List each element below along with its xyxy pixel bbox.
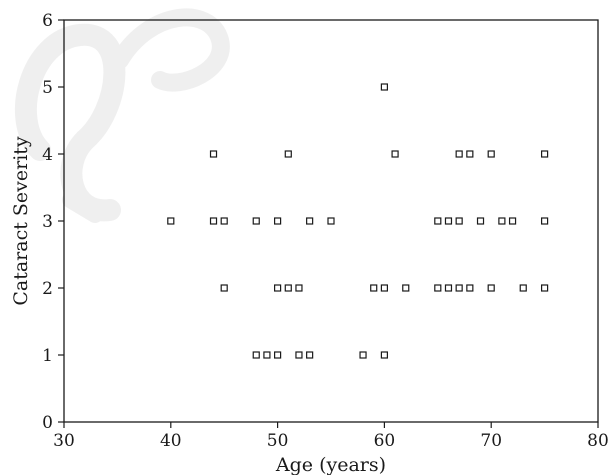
data-point bbox=[167, 217, 175, 225]
x-tick-label: 60 bbox=[374, 431, 396, 451]
data-point bbox=[306, 351, 314, 359]
x-axis-title: Age (years) bbox=[275, 454, 386, 475]
data-point bbox=[274, 284, 282, 292]
data-point bbox=[295, 284, 303, 292]
y-tick-label: 2 bbox=[42, 279, 53, 299]
data-point bbox=[380, 83, 388, 91]
y-axis-title: Cataract Severity bbox=[10, 136, 32, 306]
data-point bbox=[380, 351, 388, 359]
data-point bbox=[306, 217, 314, 225]
data-points bbox=[167, 83, 549, 359]
x-tick-label: 40 bbox=[160, 431, 182, 451]
data-point bbox=[455, 217, 463, 225]
data-point bbox=[274, 351, 282, 359]
data-point bbox=[476, 217, 485, 225]
data-point bbox=[466, 150, 474, 158]
data-point bbox=[508, 217, 517, 225]
data-point bbox=[370, 284, 378, 292]
data-point bbox=[487, 284, 495, 292]
data-point bbox=[434, 284, 442, 292]
data-point bbox=[498, 217, 506, 225]
data-point bbox=[444, 284, 453, 292]
data-point bbox=[540, 217, 549, 225]
x-tick-label: 30 bbox=[53, 431, 75, 451]
data-point bbox=[209, 150, 218, 158]
data-point bbox=[327, 217, 335, 225]
data-point bbox=[455, 150, 463, 158]
data-point bbox=[444, 217, 453, 225]
data-point bbox=[220, 284, 228, 292]
data-point bbox=[220, 217, 228, 225]
data-point bbox=[252, 351, 260, 359]
data-point bbox=[466, 284, 474, 292]
data-point bbox=[359, 351, 367, 359]
data-point bbox=[391, 150, 399, 158]
data-point bbox=[402, 284, 410, 292]
x-axis: 30 40 50 60 70 80 bbox=[53, 422, 608, 451]
data-point bbox=[455, 284, 463, 292]
data-point bbox=[380, 284, 388, 292]
x-tick-label: 80 bbox=[587, 431, 608, 451]
y-axis: 0 1 2 3 4 5 6 bbox=[42, 11, 64, 433]
y-tick-label: 6 bbox=[42, 11, 53, 31]
data-point bbox=[284, 284, 292, 292]
data-point bbox=[519, 284, 527, 292]
data-point bbox=[540, 150, 549, 158]
data-point bbox=[209, 217, 218, 225]
data-point bbox=[284, 150, 292, 158]
watermark bbox=[15, 8, 230, 223]
data-point bbox=[252, 217, 260, 225]
y-tick-label: 1 bbox=[42, 346, 53, 366]
data-point bbox=[434, 217, 442, 225]
x-tick-label: 70 bbox=[480, 431, 502, 451]
data-point bbox=[295, 351, 303, 359]
data-point bbox=[487, 150, 495, 158]
y-tick-label: 5 bbox=[42, 78, 53, 98]
y-tick-label: 4 bbox=[42, 145, 53, 165]
x-tick-label: 50 bbox=[267, 431, 289, 451]
y-tick-label: 0 bbox=[42, 413, 53, 433]
y-tick-label: 3 bbox=[42, 212, 53, 232]
data-point bbox=[274, 217, 282, 225]
data-point bbox=[263, 351, 271, 359]
data-point bbox=[540, 284, 549, 292]
